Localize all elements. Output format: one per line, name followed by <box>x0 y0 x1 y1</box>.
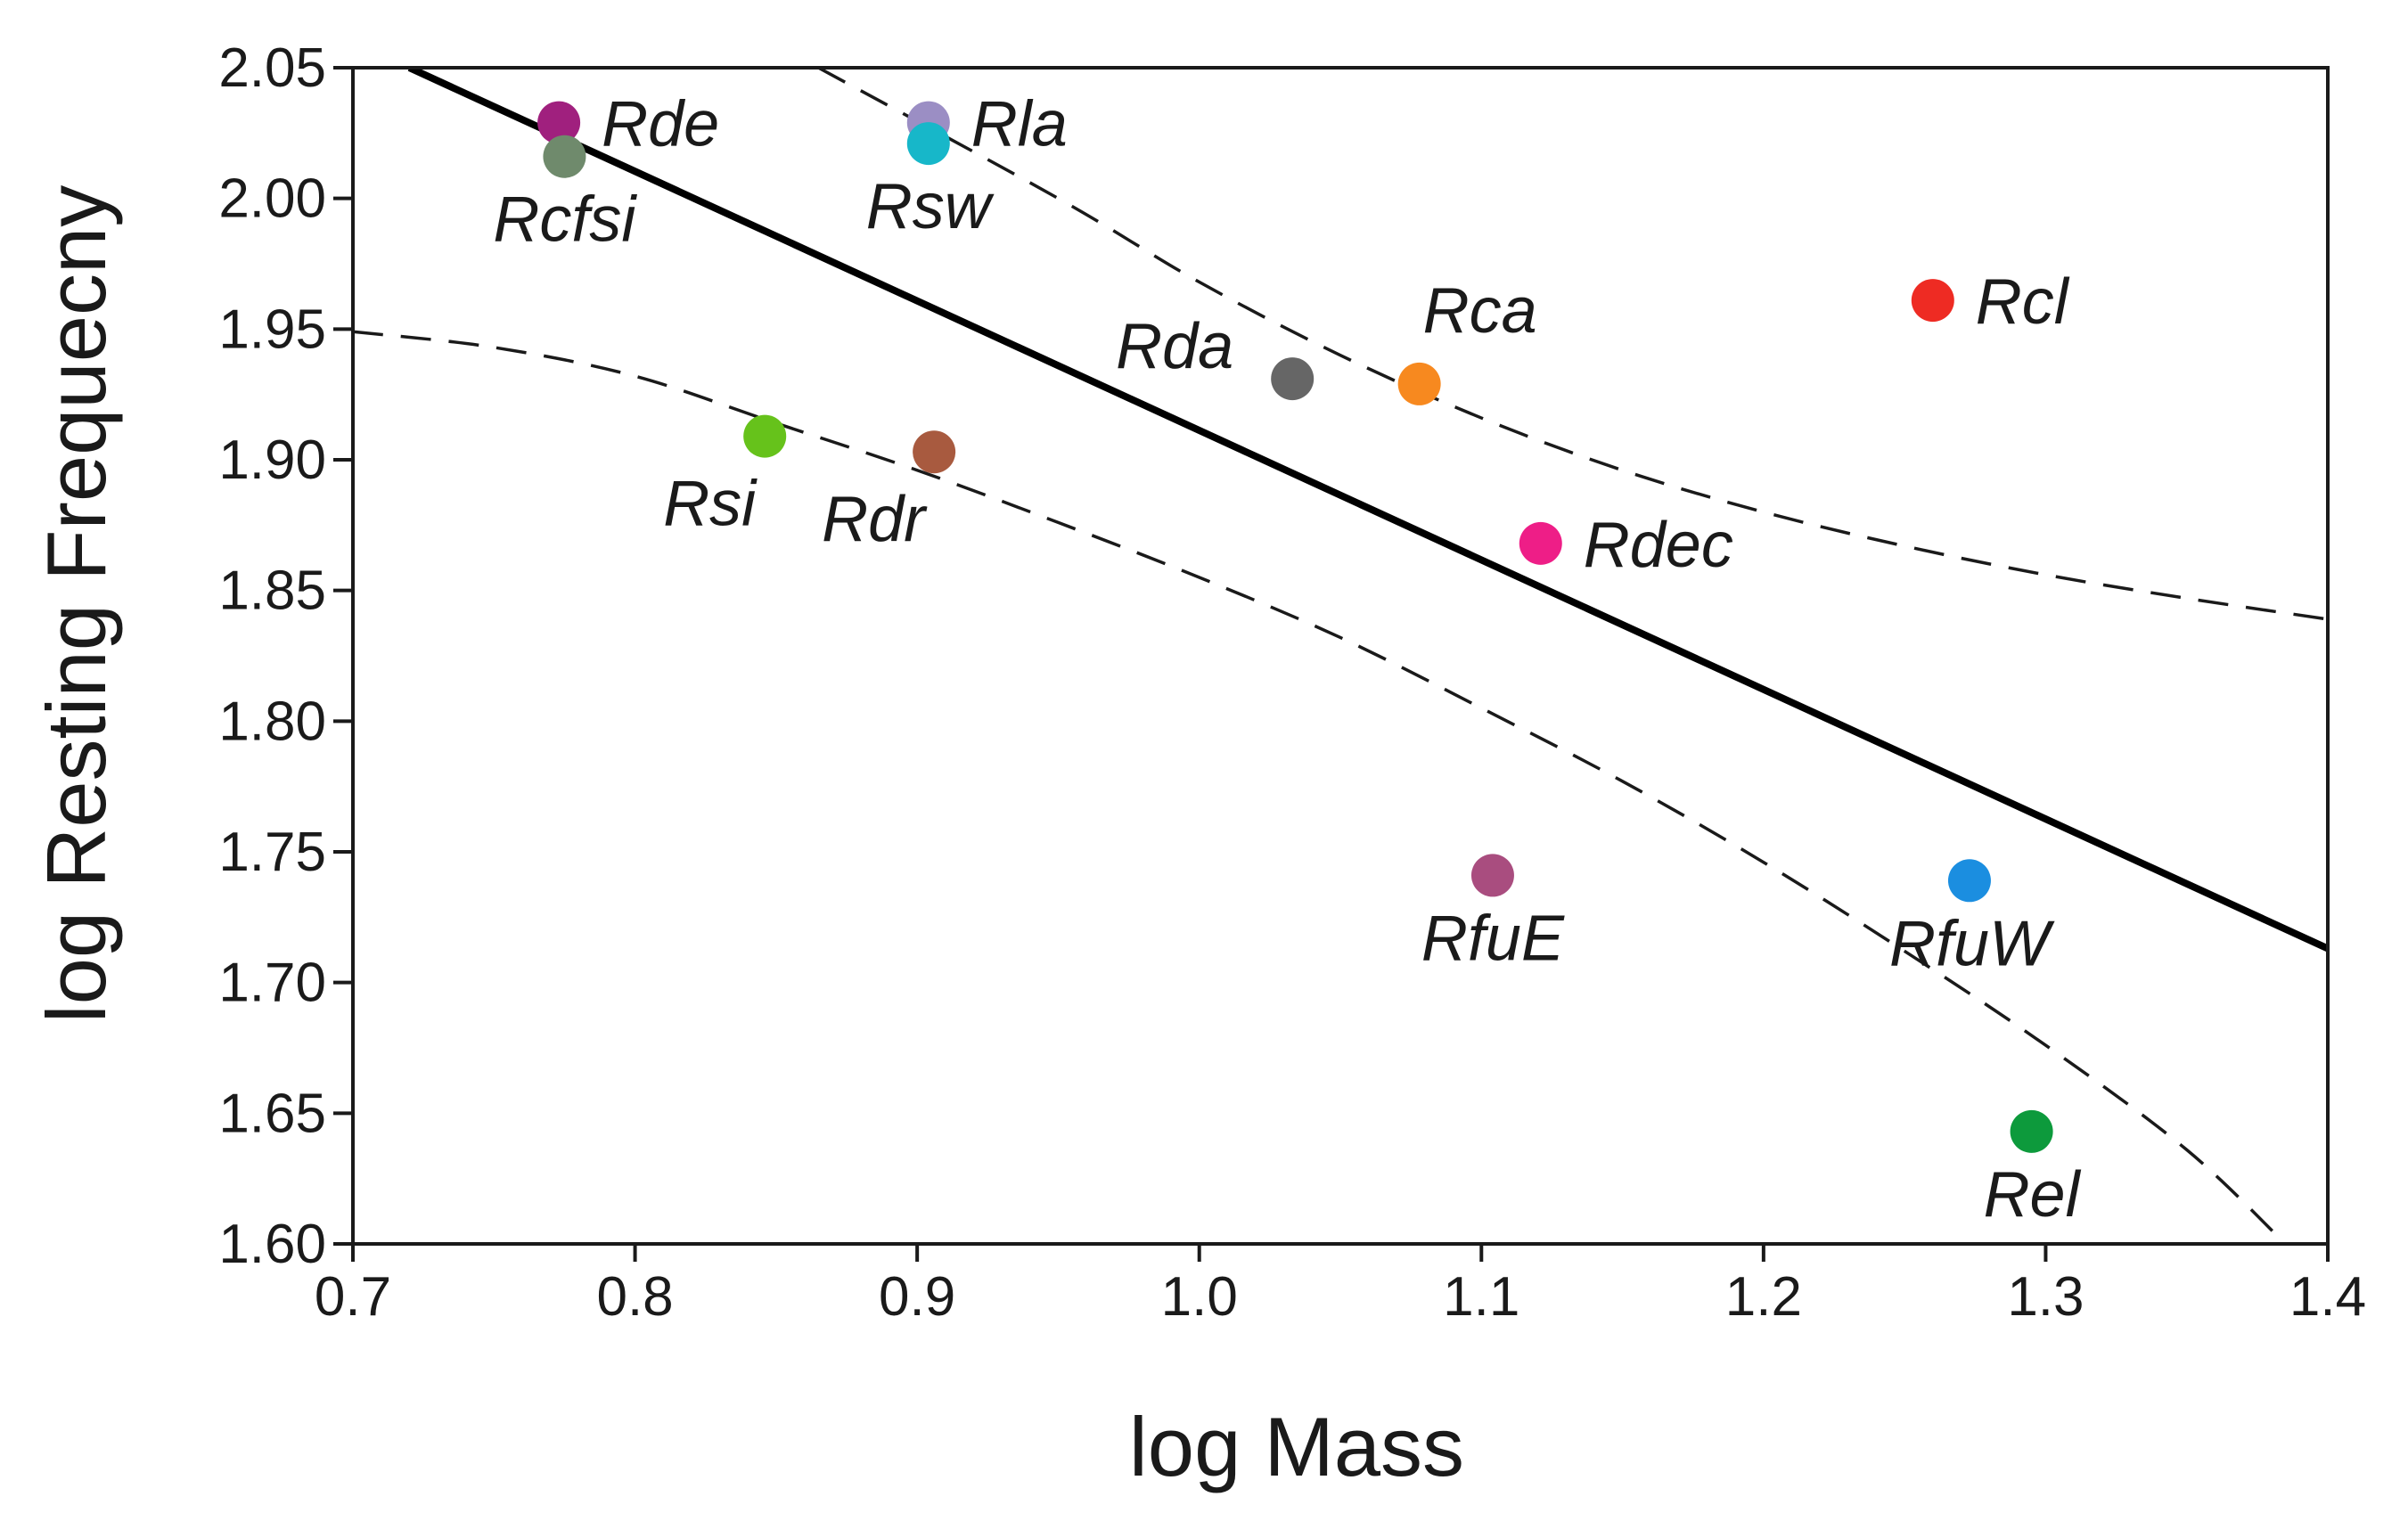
y-tick-label: 1.70 <box>218 953 326 1014</box>
x-tick-label: 0.7 <box>315 1266 391 1328</box>
y-tick-label: 1.75 <box>218 822 326 883</box>
data-point-rdec <box>1519 521 1562 565</box>
data-point-rel <box>2010 1109 2053 1153</box>
point-label-rel: Rel <box>1984 1159 2082 1231</box>
y-tick-label: 1.80 <box>218 691 326 752</box>
x-tick-label: 1.0 <box>1161 1266 1238 1328</box>
regression-line <box>407 68 2328 953</box>
regression-line-group <box>407 68 2328 953</box>
data-point-rda <box>1271 357 1315 401</box>
confidence-band-lower <box>353 330 2287 1244</box>
confidence-band-upper <box>817 68 2328 621</box>
y-tick-label: 1.95 <box>218 299 326 360</box>
point-label-rca: Rca <box>1423 275 1537 347</box>
x-tick-label: 0.9 <box>879 1266 955 1328</box>
y-tick-label: 2.00 <box>218 168 326 230</box>
data-point-rfue <box>1470 854 1514 897</box>
data-point-rsw <box>906 122 950 166</box>
x-tick-label: 1.1 <box>1443 1266 1519 1328</box>
plot-frame <box>351 66 2330 1246</box>
point-label-rde: Rde <box>602 89 719 160</box>
data-point-rcfsi <box>543 135 586 178</box>
data-point-rde <box>537 101 581 144</box>
x-tick-label: 1.3 <box>2007 1266 2084 1328</box>
point-labels: Rde Rcfsi Rla Rsw Rda Rca Rcl Rsi Rdr Rdec RfuE Rfu… <box>493 89 2081 1231</box>
y-tick-label: 1.65 <box>218 1083 326 1144</box>
axes: 1.60 1.65 1.70 1.75 1.80 1.85 1.90 1.95 2.00 2.05… <box>218 37 2366 1328</box>
y-tick-label: 1.60 <box>218 1214 326 1275</box>
data-points <box>537 101 2053 1153</box>
data-point-rcl <box>1911 279 1954 323</box>
x-tick-label: 1.2 <box>1725 1266 1802 1328</box>
point-label-rcl: Rcl <box>1976 266 2070 338</box>
data-point-rca <box>1397 362 1441 405</box>
y-tick-label: 2.05 <box>218 37 326 99</box>
x-tick-label: 0.8 <box>596 1266 673 1328</box>
data-point-rfuw <box>1947 859 1991 903</box>
x-tick-label: 1.4 <box>2289 1266 2366 1328</box>
point-label-rsw: Rsw <box>866 171 995 242</box>
y-tick-label: 1.85 <box>218 560 326 622</box>
point-label-rfue: RfuE <box>1421 903 1565 974</box>
x-axis-title: log Mass <box>1129 1400 1464 1493</box>
y-tick-label: 1.90 <box>218 429 326 491</box>
point-label-rdec: Rdec <box>1584 510 1733 581</box>
point-label-rfuw: RfuW <box>1889 908 2055 979</box>
data-point-rsi <box>743 414 787 458</box>
data-point-rdr <box>913 430 956 474</box>
point-label-rcfsi: Rcfsi <box>493 184 637 256</box>
point-label-rda: Rda <box>1116 311 1233 382</box>
y-axis-title: log Resting Frequecny <box>29 185 123 1024</box>
point-label-rla: Rla <box>971 89 1068 160</box>
point-label-rsi: Rsi <box>663 469 758 540</box>
confidence-bands <box>353 68 2328 1244</box>
point-label-rdr: Rdr <box>822 484 928 555</box>
